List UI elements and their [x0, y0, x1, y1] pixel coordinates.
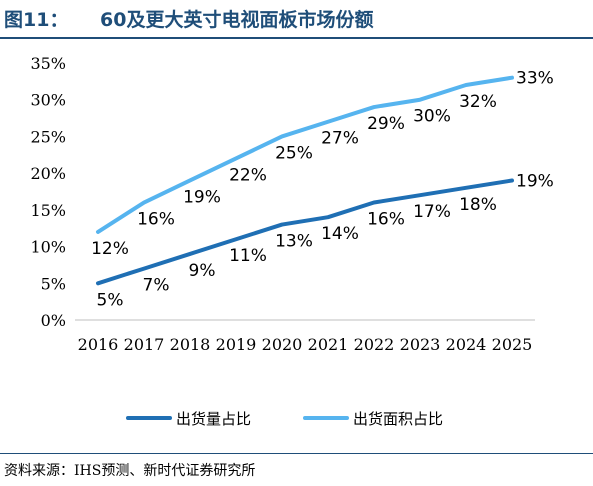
y-tick-label: 35% — [30, 54, 66, 73]
data-label: 30% — [413, 107, 451, 127]
y-tick-label: 25% — [30, 127, 66, 146]
x-tick-label: 2019 — [216, 335, 257, 354]
x-tick-label: 2020 — [262, 335, 303, 354]
data-label: 12% — [91, 239, 129, 259]
data-label: 16% — [137, 210, 175, 230]
series-line-0 — [96, 178, 514, 286]
chart-axes: 0% 5% 10% 15% 20% 25% 30% 35% 2016 2017 2018 2019 20… — [30, 54, 535, 354]
chart-data-labels: 5% 7% 9% 11% 13% 14% 16% 17% 18% 19% 12% 16% 19% 22% 2… — [91, 69, 554, 311]
y-tick-label: 5% — [41, 274, 66, 293]
data-label: 18% — [459, 195, 497, 215]
chart-series-lines — [96, 75, 514, 286]
y-tick-label: 20% — [30, 164, 66, 183]
x-tick-label: 2023 — [400, 335, 441, 354]
footer-rule — [0, 453, 593, 454]
legend-label: 出货量占比 — [176, 410, 251, 428]
legend-label: 出货面积占比 — [353, 410, 443, 428]
data-label: 22% — [229, 165, 267, 185]
y-tick-label: 15% — [30, 201, 66, 220]
y-tick-label: 10% — [30, 238, 66, 257]
data-label: 16% — [367, 210, 405, 230]
figure-title: 60及更大英寸电视面板市场份额 — [100, 9, 374, 31]
source-note: 资料来源：IHS预测、新时代证券研究所 — [4, 463, 256, 479]
data-label: 19% — [183, 187, 221, 207]
figure-label: 图11： — [4, 9, 69, 31]
data-label: 19% — [516, 171, 554, 191]
data-label: 29% — [367, 114, 405, 134]
x-tick-label: 2016 — [78, 335, 119, 354]
y-tick-label: 30% — [30, 91, 66, 110]
data-label: 7% — [143, 276, 170, 296]
header-rule — [0, 37, 593, 39]
data-label: 11% — [229, 246, 267, 266]
x-tick-label: 2021 — [308, 335, 349, 354]
data-label: 33% — [516, 69, 554, 89]
data-label: 32% — [459, 92, 497, 112]
data-label: 9% — [189, 261, 216, 281]
series-line-1 — [96, 75, 514, 234]
chart-legend: 出货量占比 出货面积占比 — [126, 410, 443, 428]
data-label: 14% — [321, 224, 359, 244]
x-tick-label: 2018 — [170, 335, 211, 354]
data-label: 13% — [275, 232, 313, 252]
line-chart: 0% 5% 10% 15% 20% 25% 30% 35% 2016 2017 2018 2019 20… — [30, 54, 554, 428]
x-tick-label: 2025 — [492, 335, 533, 354]
y-tick-label: 0% — [41, 311, 66, 330]
data-label: 27% — [321, 129, 359, 149]
data-label: 5% — [97, 290, 124, 310]
figure-header: 图11： 60及更大英寸电视面板市场份额 — [0, 0, 593, 40]
data-label: 25% — [275, 143, 313, 163]
x-tick-label: 2017 — [124, 335, 165, 354]
x-tick-label: 2024 — [446, 335, 487, 354]
x-tick-label: 2022 — [354, 335, 395, 354]
data-label: 17% — [413, 202, 451, 222]
